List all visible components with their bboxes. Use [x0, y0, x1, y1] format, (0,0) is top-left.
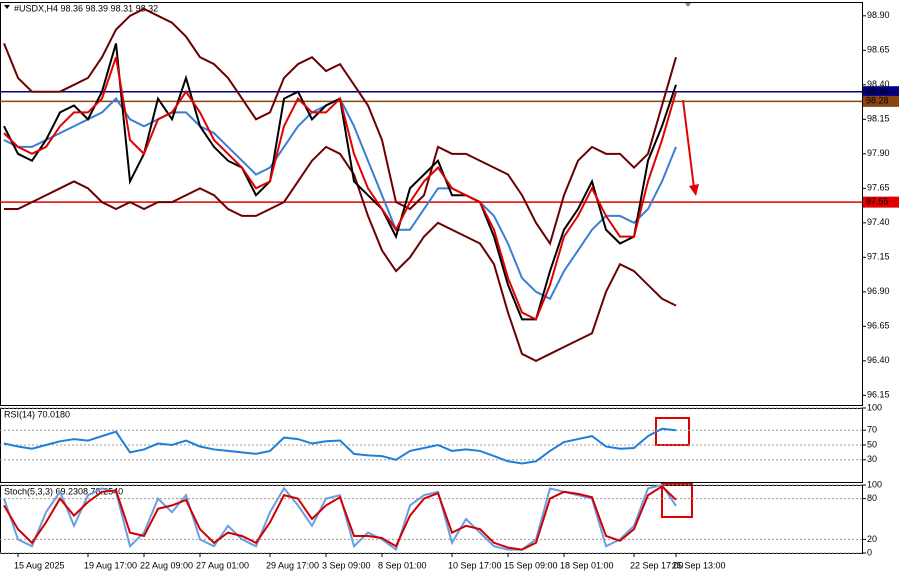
level-box: [863, 86, 899, 98]
x-tick-label: 8 Sep 01:00: [378, 560, 427, 570]
level-label: 98.28: [866, 96, 889, 106]
y-tick-label: 20: [867, 534, 877, 544]
series-line: [3, 56, 677, 321]
x-tick-label: 15 Aug 2025: [14, 560, 65, 570]
series-line: [3, 485, 677, 551]
x-tick-label: 22 Sep 17:00: [630, 560, 684, 570]
level-box: [863, 95, 899, 107]
scroll-icon: [684, 2, 692, 7]
x-tick-label: 25 Sep 13:00: [672, 560, 726, 570]
y-tick-label: 97.40: [867, 217, 890, 227]
y-tick-label: 96.15: [867, 390, 890, 400]
y-tick-label: 96.40: [867, 355, 890, 365]
y-tick-label: 100: [867, 479, 882, 489]
y-tick-label: 96.90: [867, 286, 890, 296]
y-tick-label: 50: [867, 439, 877, 449]
panel-frame: [0, 485, 863, 554]
level-label: 98.35: [866, 86, 889, 96]
y-tick-label: 80: [867, 493, 877, 503]
x-tick-label: 22 Aug 09:00: [140, 560, 193, 570]
y-tick-label: 100: [867, 402, 882, 412]
series-line: [3, 427, 677, 465]
y-tick-label: 98.90: [867, 10, 890, 20]
y-tick-label: 97.65: [867, 183, 890, 193]
y-tick-label: 0: [867, 547, 872, 557]
level-box: [863, 196, 899, 208]
panel-title: Stoch(5,3,3) 69.2308 78.2540: [4, 486, 123, 496]
y-tick-label: 97.90: [867, 148, 890, 158]
x-tick-label: 29 Aug 17:00: [266, 560, 319, 570]
y-tick-label: 98.15: [867, 114, 890, 124]
panel-title: #USDX,H4 98.36 98.39 98.31 98.32: [14, 3, 158, 13]
x-tick-label: 10 Sep 17:00: [448, 560, 502, 570]
panel-title: RSI(14) 70.0180: [4, 409, 70, 419]
y-tick-label: 96.65: [867, 321, 890, 331]
y-tick-label: 98.40: [867, 79, 890, 89]
level-label: 97.55: [866, 196, 889, 206]
series-line: [4, 145, 677, 362]
arrow: [682, 99, 695, 189]
arrowhead: [689, 184, 699, 196]
series-line: [3, 7, 677, 246]
y-tick-label: 98.65: [867, 45, 890, 55]
x-tick-label: 19 Aug 17:00: [84, 560, 137, 570]
panel-frame: [0, 2, 863, 406]
menu-icon: [4, 5, 10, 9]
x-tick-label: 15 Sep 09:00: [504, 560, 558, 570]
x-tick-label: 3 Sep 09:00: [322, 560, 371, 570]
highlight-box: [661, 483, 693, 518]
y-tick-label: 30: [867, 454, 877, 464]
x-tick-label: 27 Aug 01:00: [196, 560, 249, 570]
y-tick-label: 70: [867, 425, 877, 435]
y-tick-label: 97.15: [867, 252, 890, 262]
x-tick-label: 18 Sep 01:00: [560, 560, 614, 570]
